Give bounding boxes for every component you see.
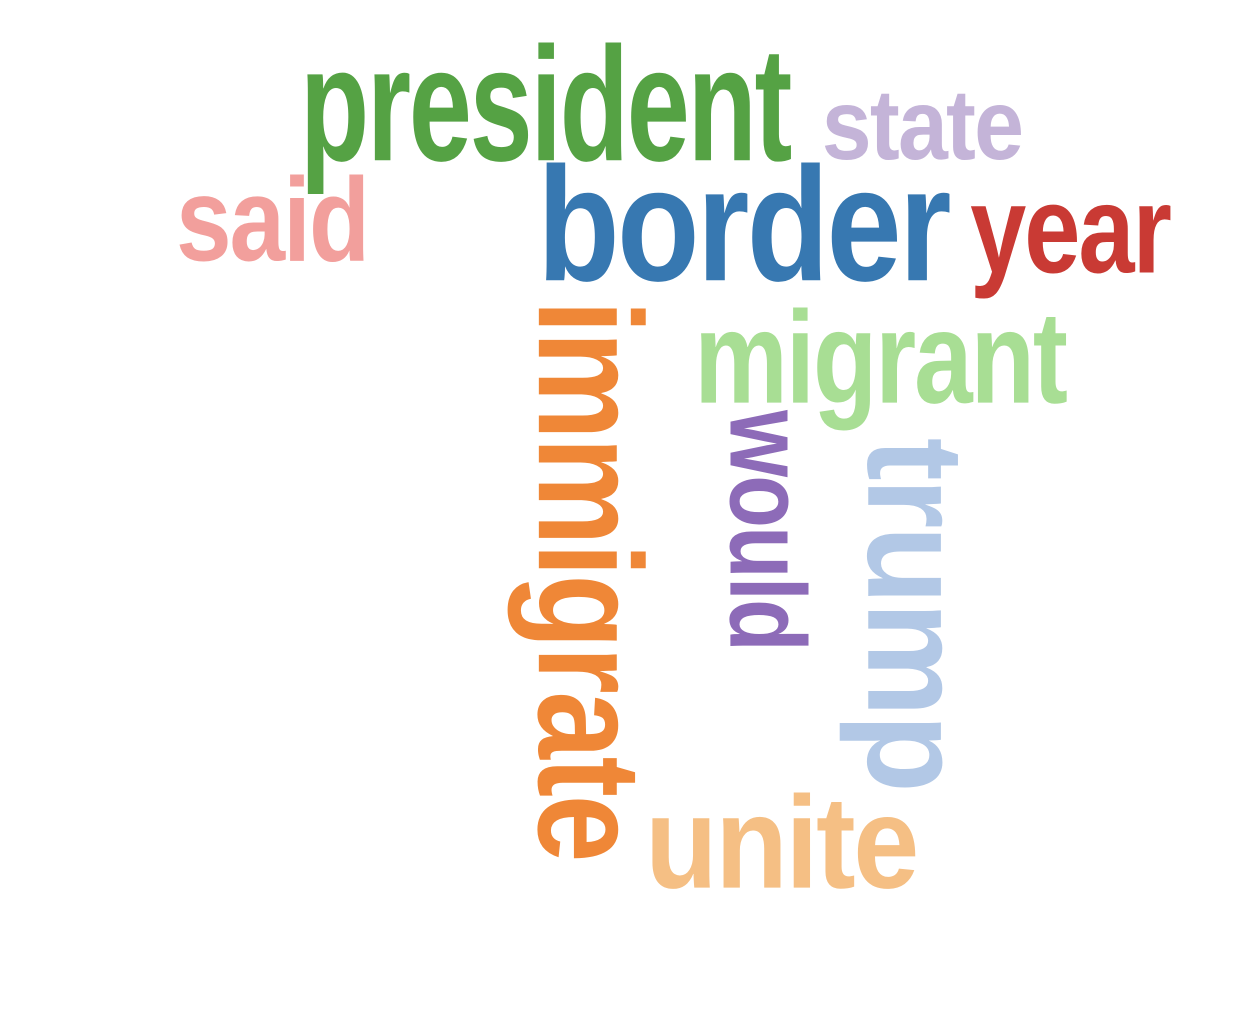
word-migrant: migrant (694, 292, 1068, 423)
word-text: immigrate (506, 300, 672, 860)
word-text: president (299, 14, 792, 196)
word-border: border (537, 144, 951, 307)
word-would: would (707, 410, 827, 650)
word-president: president (300, 24, 792, 187)
word-state: state (822, 75, 1024, 175)
word-unite: unite (645, 777, 919, 908)
word-text: unite (645, 769, 919, 916)
word-text: border (537, 134, 951, 316)
word-text: trump (838, 437, 992, 791)
word-text: said (175, 153, 370, 286)
word-text: migrant (694, 284, 1068, 431)
word-text: would (706, 410, 828, 650)
word-text: state (821, 69, 1024, 181)
word-said: said (176, 160, 370, 279)
word-year: year (970, 168, 1172, 293)
word-immigrate: immigrate (506, 300, 671, 860)
word-text: year (970, 160, 1172, 300)
word-trump: trump (838, 438, 992, 790)
